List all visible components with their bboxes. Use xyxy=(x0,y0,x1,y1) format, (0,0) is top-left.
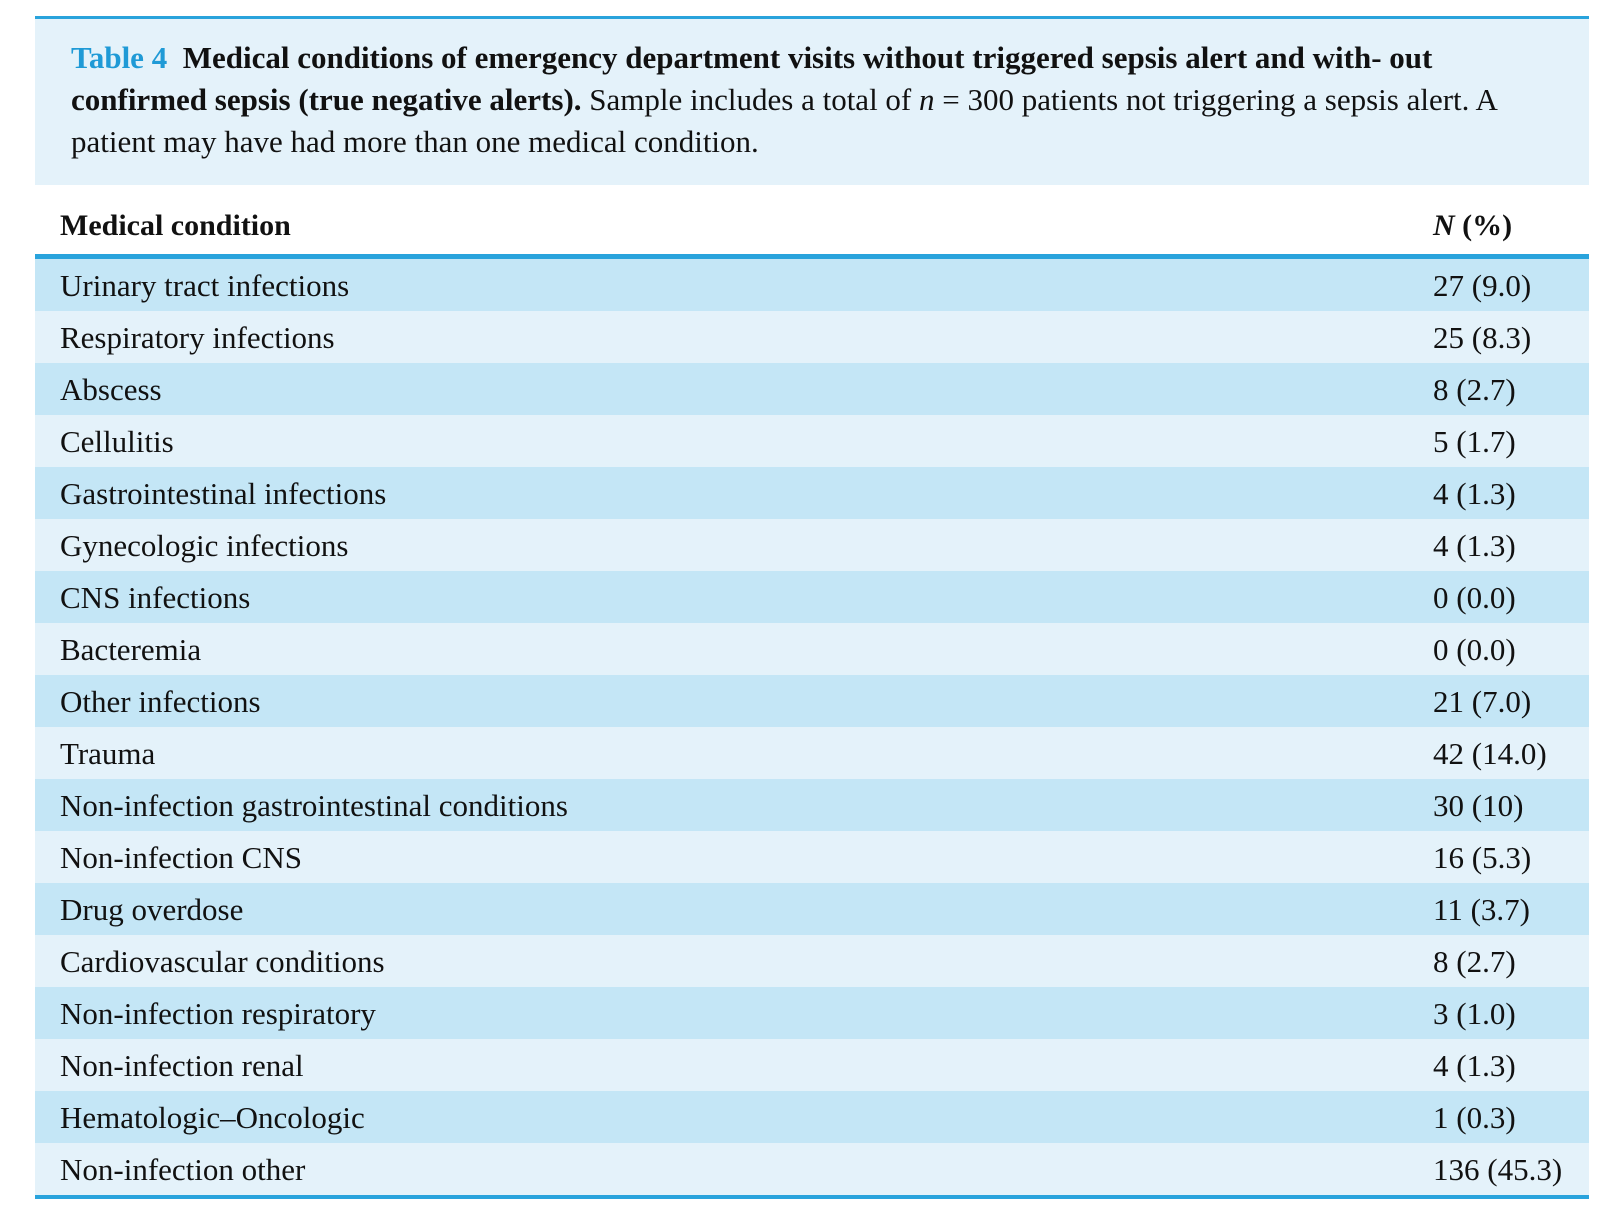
caption-text-before: Sample includes a total of xyxy=(581,82,920,117)
table-title: Medical conditions of emergency departme… xyxy=(71,40,1433,117)
cell-medical-condition: Drug overdose xyxy=(60,892,244,927)
cell-medical-condition: Non-infection renal xyxy=(60,1048,304,1083)
caption-text-after: = 300 patients not triggering a sepsis a… xyxy=(71,82,1497,159)
table-row: Urinary tract infections 27 (9.0) xyxy=(35,259,1589,311)
conditions-table: Medical condition N (%) Urinary tract in… xyxy=(35,197,1589,1199)
table-row: Hematologic–Oncologic 1 (0.3) xyxy=(35,1091,1589,1143)
header-n-suffix: (%) xyxy=(1454,209,1513,242)
header-medical-condition: Medical condition xyxy=(60,209,291,242)
cell-n-percent: 4 (1.3) xyxy=(1433,1048,1516,1083)
table-body: Urinary tract infections 27 (9.0) Respirat… xyxy=(35,259,1589,1195)
cell-medical-condition: Cellulitis xyxy=(60,424,174,459)
table-row: Non-infection renal 4 (1.3) xyxy=(35,1039,1589,1091)
cell-n-percent: 1 (0.3) xyxy=(1433,1100,1516,1135)
cell-n-percent: 4 (1.3) xyxy=(1433,528,1516,563)
table-row: Non-infection other 136 (45.3) xyxy=(35,1143,1589,1195)
cell-n-percent: 3 (1.0) xyxy=(1433,996,1516,1031)
cell-medical-condition: Gastrointestinal infections xyxy=(60,476,387,511)
cell-medical-condition: Cardiovascular conditions xyxy=(60,944,385,979)
cell-medical-condition: Hematologic–Oncologic xyxy=(60,1100,365,1135)
cell-n-percent: 5 (1.7) xyxy=(1433,424,1516,459)
cell-n-percent: 11 (3.7) xyxy=(1433,892,1530,927)
cell-medical-condition: Respiratory infections xyxy=(60,320,335,355)
table-row: Respiratory infections 25 (8.3) xyxy=(35,311,1589,363)
table-row: Non-infection respiratory 3 (1.0) xyxy=(35,987,1589,1039)
header-n-percent: N (%) xyxy=(1433,209,1512,243)
cell-n-percent: 16 (5.3) xyxy=(1433,840,1532,875)
cell-n-percent: 0 (0.0) xyxy=(1433,580,1516,615)
cell-n-percent: 30 (10) xyxy=(1433,788,1524,823)
cell-medical-condition: Trauma xyxy=(60,736,156,771)
cell-medical-condition: Non-infection respiratory xyxy=(60,996,376,1031)
cell-n-percent: 25 (8.3) xyxy=(1433,320,1532,355)
cell-medical-condition: Abscess xyxy=(60,372,162,407)
table-row: Cellulitis 5 (1.7) xyxy=(35,415,1589,467)
cell-medical-condition: Non-infection CNS xyxy=(60,840,302,875)
table-row: Abscess 8 (2.7) xyxy=(35,363,1589,415)
cell-n-percent: 0 (0.0) xyxy=(1433,632,1516,667)
cell-n-percent: 42 (14.0) xyxy=(1433,736,1547,771)
table-bottom-rule xyxy=(35,1195,1589,1199)
cell-n-percent: 8 (2.7) xyxy=(1433,372,1516,407)
table-row: Gynecologic infections 4 (1.3) xyxy=(35,519,1589,571)
table-caption: Table 4 Medical conditions of emergency … xyxy=(35,16,1589,185)
cell-n-percent: 8 (2.7) xyxy=(1433,944,1516,979)
cell-medical-condition: Non-infection other xyxy=(60,1152,306,1187)
cell-medical-condition: Urinary tract infections xyxy=(60,268,350,303)
caption-n-symbol: n xyxy=(919,82,935,117)
table-row: Other infections 21 (7.0) xyxy=(35,675,1589,727)
table-row: Cardiovascular conditions 8 (2.7) xyxy=(35,935,1589,987)
cell-n-percent: 27 (9.0) xyxy=(1433,268,1532,303)
table-row: Trauma 42 (14.0) xyxy=(35,727,1589,779)
table-row: Non-infection CNS 16 (5.3) xyxy=(35,831,1589,883)
table-row: CNS infections 0 (0.0) xyxy=(35,571,1589,623)
cell-medical-condition: Gynecologic infections xyxy=(60,528,349,563)
cell-medical-condition: Non-infection gastrointestinal condition… xyxy=(60,788,568,823)
header-n-symbol: N xyxy=(1433,209,1455,242)
table-row: Drug overdose 11 (3.7) xyxy=(35,883,1589,935)
cell-n-percent: 4 (1.3) xyxy=(1433,476,1516,511)
table-row: Non-infection gastrointestinal condition… xyxy=(35,779,1589,831)
cell-medical-condition: CNS infections xyxy=(60,580,251,615)
cell-n-percent: 21 (7.0) xyxy=(1433,684,1532,719)
table-row: Gastrointestinal infections 4 (1.3) xyxy=(35,467,1589,519)
table-row: Bacteremia 0 (0.0) xyxy=(35,623,1589,675)
cell-medical-condition: Bacteremia xyxy=(60,632,202,667)
table-number-label: Table 4 xyxy=(71,40,168,75)
cell-n-percent: 136 (45.3) xyxy=(1433,1152,1563,1187)
cell-medical-condition: Other infections xyxy=(60,684,261,719)
table-header-row: Medical condition N (%) xyxy=(35,197,1589,259)
